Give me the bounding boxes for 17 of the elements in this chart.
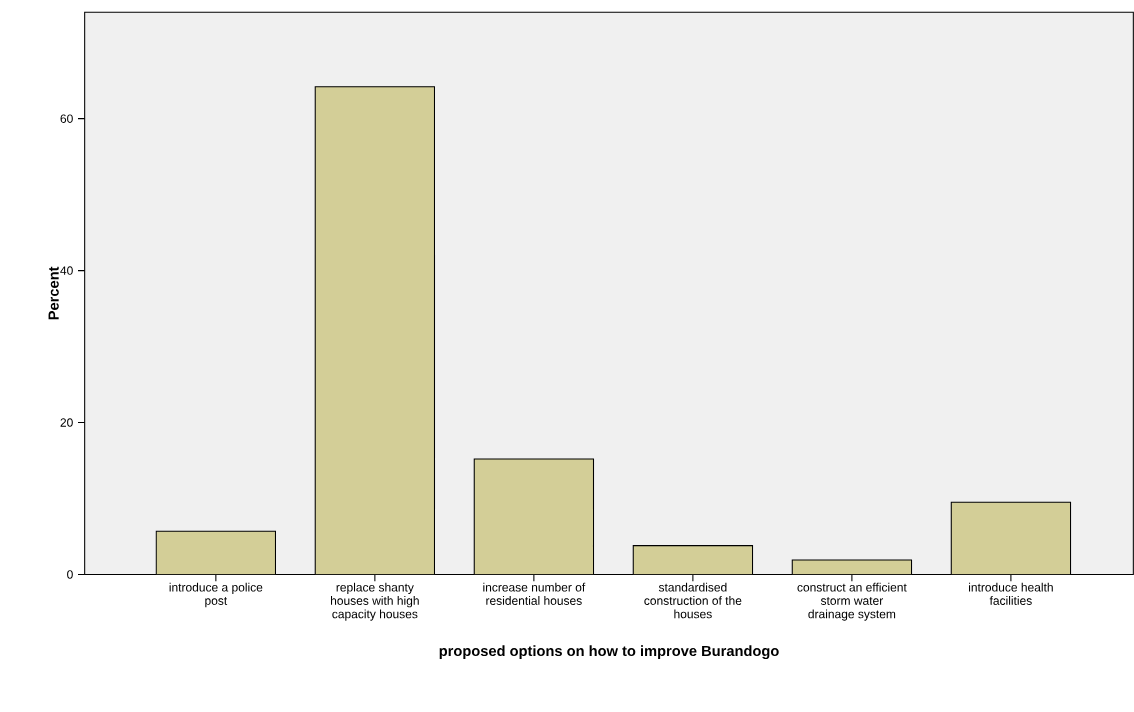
- bar: [632, 545, 754, 575]
- x-axis-title: proposed options on how to improve Burandogo: [439, 645, 779, 660]
- x-tick-label: standardised construction of the houses: [644, 582, 742, 619]
- x-tick-label: increase number of residential houses: [483, 582, 586, 605]
- bar: [473, 458, 595, 575]
- y-tick-label: 0: [67, 570, 73, 579]
- x-tick-label: introduce health facilities: [969, 582, 1053, 605]
- x-tick-label: introduce a police post: [169, 582, 263, 608]
- x-tick-label: construct an efficient storm water drainage system: [797, 582, 907, 621]
- y-tick-label: 40: [60, 266, 73, 275]
- y-tick-label: 20: [60, 418, 73, 427]
- y-axis-title: Percent: [48, 266, 59, 320]
- bar: [950, 501, 1072, 575]
- bar: [156, 531, 276, 575]
- bar: [314, 86, 436, 575]
- y-tick-label: 60: [60, 114, 73, 123]
- x-tick-label: replace shanty houses with high capacity houses: [331, 582, 419, 621]
